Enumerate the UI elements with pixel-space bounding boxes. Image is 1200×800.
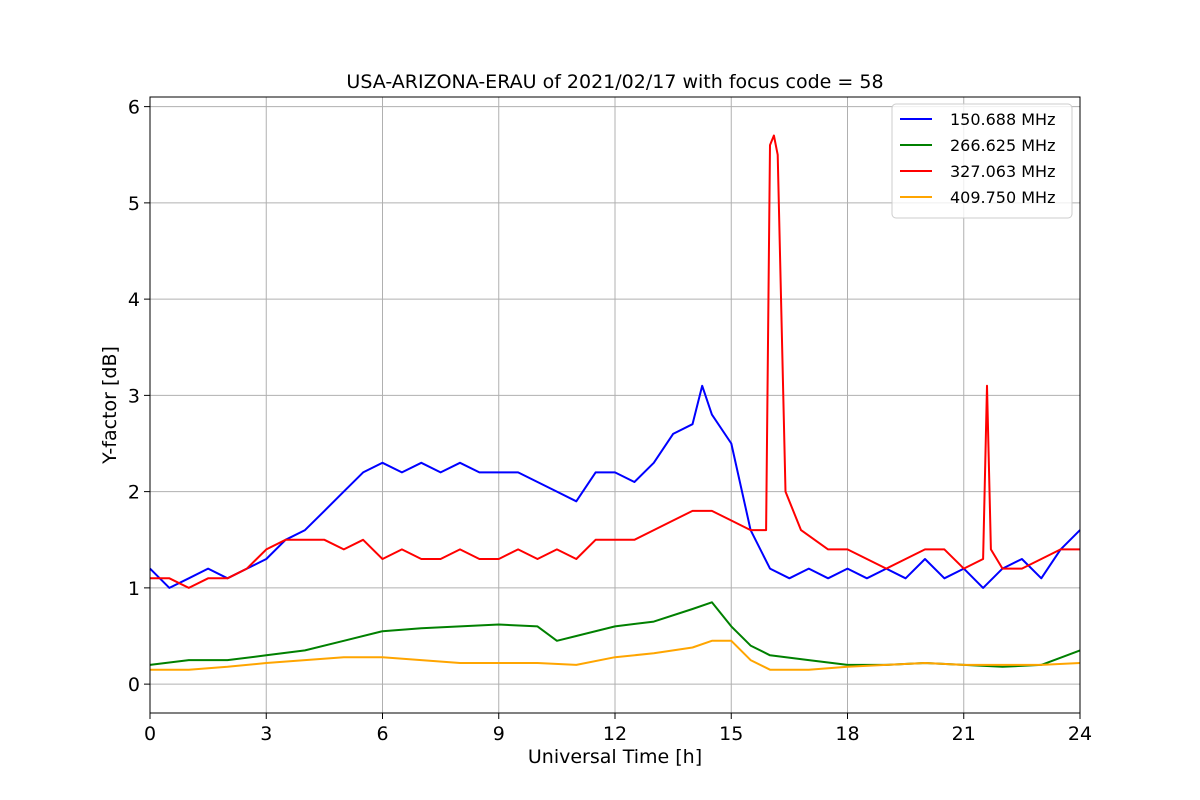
x-tick-label: 15 [719,723,743,745]
y-tick-label: 3 [128,385,140,407]
legend-entry: 266.625 MHz [950,136,1055,155]
y-tick-label: 6 [128,97,140,119]
x-tick-label: 24 [1068,723,1092,745]
grid-lines [149,97,1081,713]
series-line-4 [150,639,1081,671]
legend: 150.688 MHz 266.625 MHz 327.063 MHz 409.750… [891,103,1073,219]
legend-box [891,103,1073,219]
x-tick-label: 3 [260,723,272,745]
x-tick-label: 6 [376,723,388,745]
x-axis-label: Universal Time [h] [528,746,702,768]
x-tick-label: 9 [493,723,505,745]
y-tick-label: 5 [128,193,140,215]
y-tick-label: 0 [128,674,140,696]
y-tick-label: 1 [128,578,140,600]
x-tick-label: 0 [144,723,156,745]
legend-entry: 327.063 MHz [950,162,1055,181]
legend-entry: 150.688 MHz [950,110,1055,129]
series-layer [149,134,1081,671]
y-axis-label: Y-factor [dB] [99,346,121,465]
y-tick-label: 2 [128,482,140,504]
x-tick-label: 12 [603,723,627,745]
legend-entry: 409.750 MHz [950,188,1055,207]
y-tick-label: 4 [128,289,140,311]
series-line-1 [149,384,1081,589]
x-tick-label: 21 [952,723,976,745]
chart-title: USA-ARIZONA-ERAU of 2021/02/17 with focu… [346,71,883,93]
series-line-3 [150,134,1080,589]
x-tick-label: 18 [835,723,859,745]
